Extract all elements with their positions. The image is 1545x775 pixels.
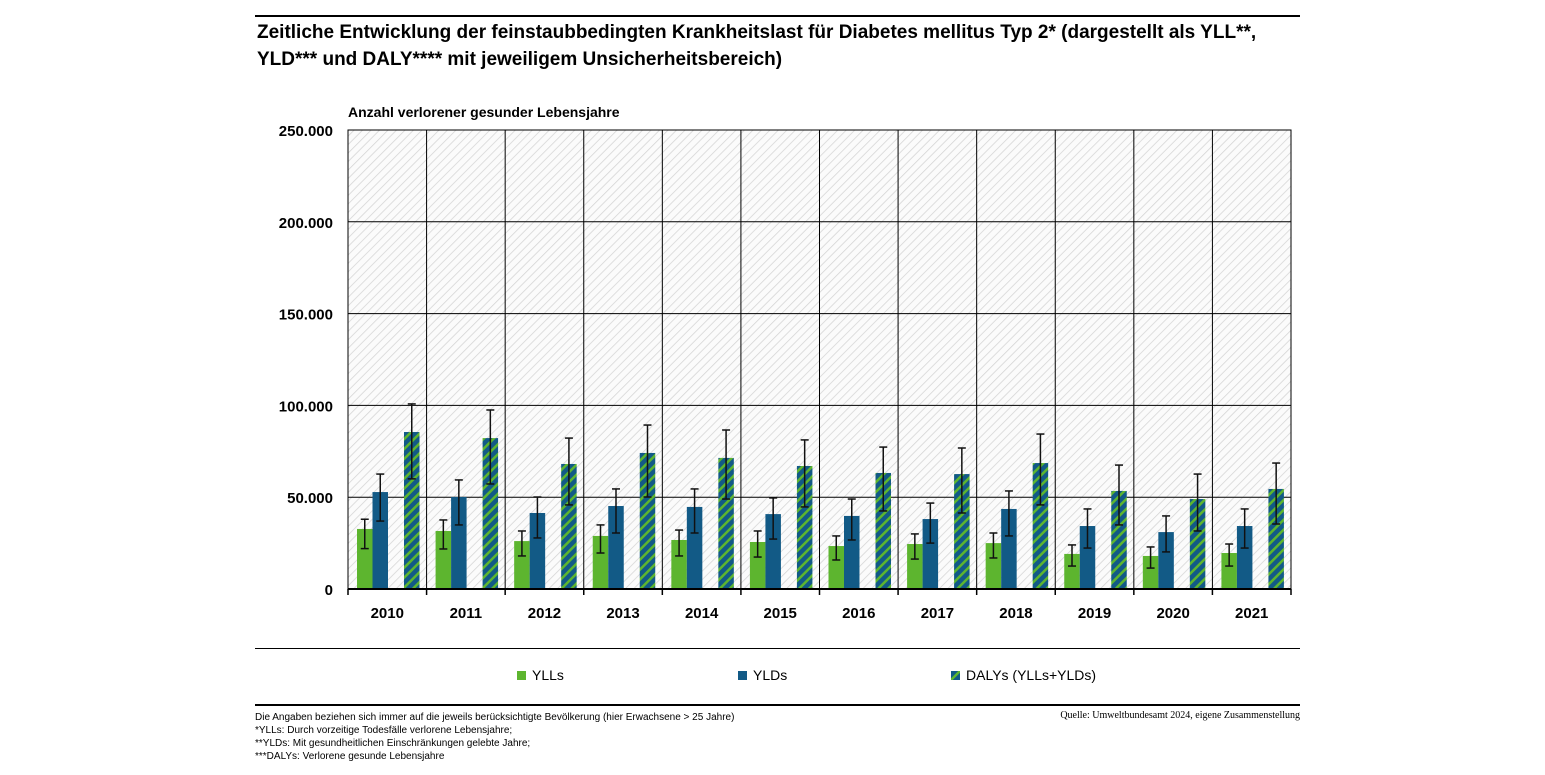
source-note: Quelle: Umweltbundesamt 2024, eigene Zus… [1060,710,1300,721]
legend-swatch-ylds [738,670,747,680]
x-tick-label: 2019 [1078,605,1111,622]
y-tick-label: 0 [325,582,333,599]
footnote: ***DALYs: Verlorene gesunde Lebensjahre [255,751,445,762]
bar-ylls [749,541,766,589]
bar-dalys [561,463,577,589]
bar-dalys [718,457,734,589]
legend-label: YLDs [753,667,788,683]
bar-dalys [875,472,891,589]
bar-ylds [372,492,388,589]
bar-ylds [1158,532,1174,589]
bar-ylds [1079,526,1096,589]
x-tick-label: 2014 [685,605,719,622]
y-tick-label: 100.000 [279,398,333,415]
top-rule [255,15,1300,17]
bar-ylds [844,515,860,589]
bar-ylls [907,544,923,589]
bar-ylds [922,519,939,589]
x-tick-label: 2013 [606,605,639,622]
bar-dalys [1111,490,1127,589]
footnote: *YLLs: Durch vorzeitige Todesfälle verlo… [255,725,513,736]
x-tick-label: 2017 [921,605,954,622]
x-tick-label: 2010 [371,605,404,622]
y-tick-label: 250.000 [279,123,333,140]
legend-swatch-ylls [517,670,526,680]
bar-ylls [1221,553,1237,589]
x-tick-label: 2020 [1156,605,1189,622]
bar-ylls [828,546,844,589]
bar-ylls [514,541,530,589]
bar-ylls [1064,553,1080,589]
x-tick-label: 2012 [528,605,561,622]
bar-dalys [1189,499,1206,589]
bar-dalys [796,465,813,589]
chart: 0 50.000 100.000 150.000 200.000 250.000 2010 2… [279,123,1292,622]
legend-item-ylls: YLLs [517,667,564,683]
footer-rule [255,704,1300,706]
bar-ylds [765,514,781,589]
bar-ylds [608,506,624,589]
x-tick-label: 2016 [842,605,875,622]
bar-dalys [1032,463,1049,589]
y-tick-label: 150.000 [279,307,333,324]
bar-ylds [451,497,467,589]
legend-label: YLLs [532,667,564,683]
bar-ylds [529,512,546,589]
bar-ylls [1142,555,1159,589]
y-axis-label: Anzahl verlorener gesunder Lebensjahre [348,104,620,120]
bar-dalys [482,438,499,589]
legend-item-ylds: YLDs [738,667,787,683]
bar-dalys [404,432,420,589]
bar-ylds [1001,508,1017,589]
bar-dalys [954,474,970,589]
chart-title: Zeitliche Entwicklung der feinstaubbedin… [257,22,1257,70]
x-tick-label: 2021 [1235,605,1268,622]
x-tick-label: 2011 [450,605,483,622]
bar-dalys [639,452,656,589]
y-tick-label: 50.000 [287,490,333,507]
bar-ylls [671,539,687,589]
footnote: **YLDs: Mit gesundheitlichen Einschränku… [255,738,531,749]
footnote: Die Angaben beziehen sich immer auf die … [255,712,735,723]
bar-ylds [686,506,703,589]
bar-ylls [985,543,1002,589]
bar-ylls [592,535,609,589]
bar-ylls [435,530,452,589]
bar-dalys [1268,488,1284,589]
bar-ylls [357,528,373,589]
legend-top-rule [255,648,1300,649]
x-tick-label: 2018 [999,605,1032,622]
legend-swatch-dalys [951,670,960,680]
legend-item-dalys: DALYs (YLLs+YLDs) [951,667,1096,683]
y-tick-label: 200.000 [279,215,333,232]
bar-ylds [1236,526,1253,589]
legend-label: DALYs (YLLs+YLDs) [966,667,1097,683]
x-tick-label: 2015 [764,605,797,622]
